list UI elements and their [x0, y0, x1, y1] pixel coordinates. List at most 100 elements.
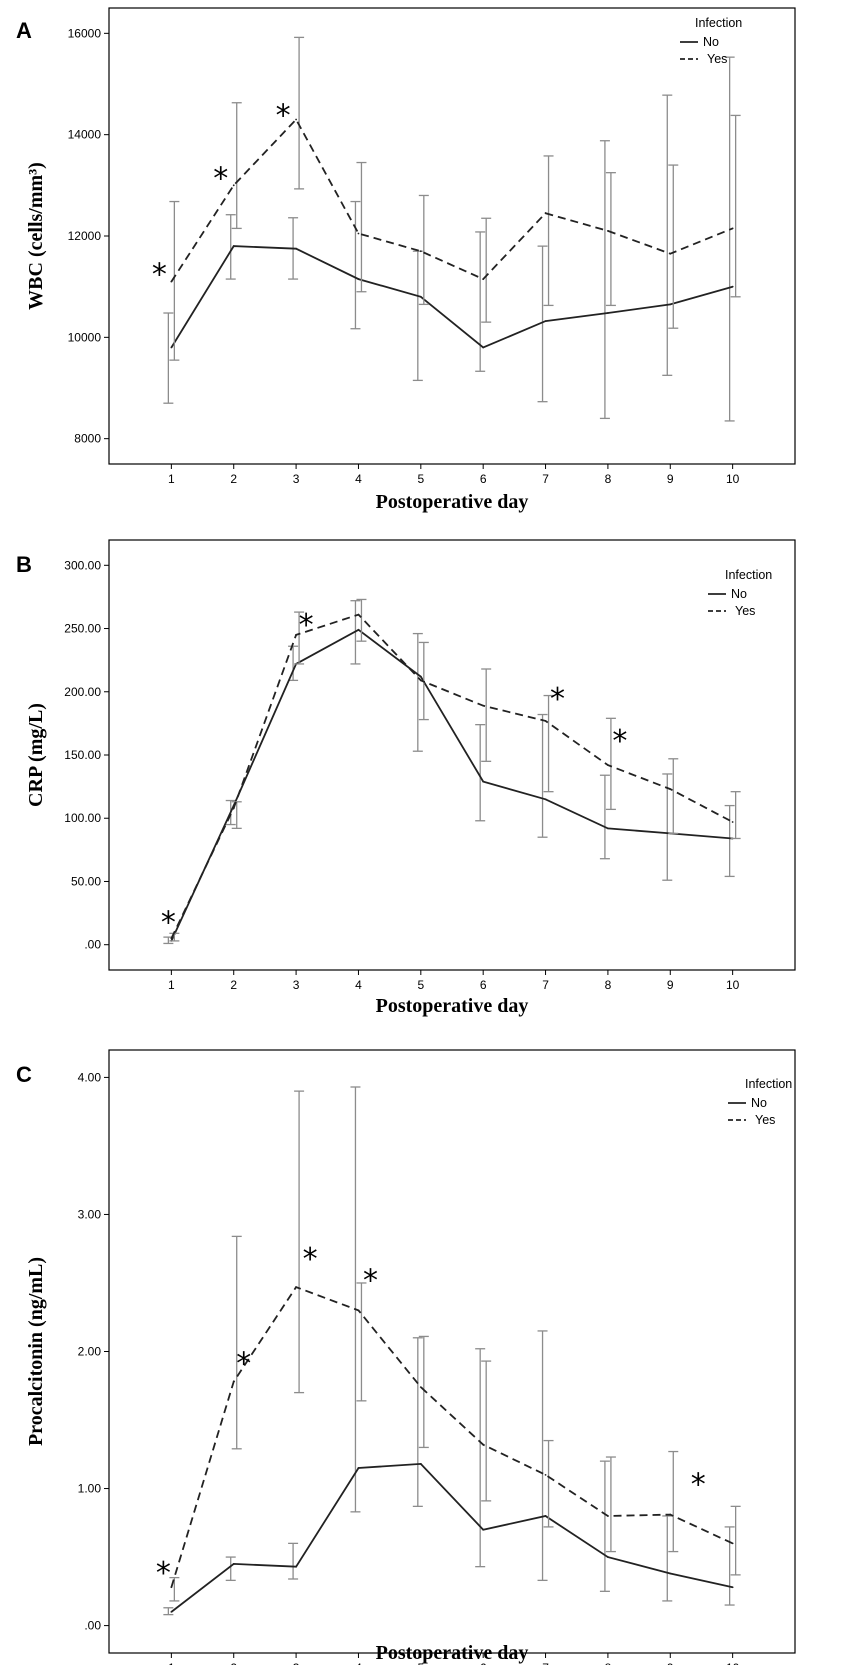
series-no: [163, 56, 735, 422]
data-point: [232, 1563, 235, 1565]
legend-label: No: [703, 35, 719, 49]
error-bar: [724, 56, 735, 422]
error-bar: [543, 155, 554, 307]
x-tick-label: 7: [542, 1661, 549, 1665]
plot-frame: [108, 539, 796, 971]
series-yes-line: [170, 117, 733, 283]
y-tick-label: 12000: [68, 229, 102, 243]
y-tick-label: 200.00: [64, 685, 101, 699]
significance-marker: *: [236, 1347, 251, 1382]
data-point: [357, 1467, 360, 1469]
error-bar: [605, 172, 616, 307]
error-bar: [605, 717, 616, 811]
y-axis-title: WBC (cells/mm³): [25, 162, 47, 310]
y-tick-label: 300.00: [64, 558, 101, 572]
data-point: [170, 346, 173, 349]
x-axis-title: Postoperative day: [376, 1642, 529, 1664]
error-bar: [475, 723, 486, 822]
significance-marker: *: [213, 161, 228, 196]
error-bar: [668, 1450, 679, 1553]
x-tick-label: 2: [230, 1661, 237, 1665]
x-tick-label: 6: [480, 978, 487, 992]
data-point: [731, 285, 734, 288]
error-bar: [225, 214, 236, 280]
data-point: [731, 227, 734, 230]
x-tick-label: 4: [355, 1661, 362, 1665]
error-bar: [724, 804, 735, 878]
error-bar: [356, 598, 367, 642]
y-tick-label: 4.00: [78, 1070, 102, 1084]
data-point: [544, 212, 547, 215]
y-tick-label: .00: [84, 1619, 101, 1633]
error-bar: [412, 632, 423, 752]
error-bar: [724, 1526, 735, 1606]
x-tick-label: 8: [605, 978, 612, 992]
x-tick-label: 10: [726, 1661, 740, 1665]
data-point: [544, 798, 547, 801]
x-tick-label: 3: [293, 472, 300, 486]
x-tick-label: 10: [726, 472, 740, 486]
legend: Infection No Yes: [728, 1077, 792, 1127]
data-point: [170, 1586, 173, 1589]
error-bar: [356, 161, 367, 293]
x-tick-label: 1: [168, 1661, 175, 1665]
data-point: [232, 184, 235, 187]
data-point: [295, 1286, 297, 1288]
error-bar: [418, 1335, 429, 1449]
error-bar: [599, 774, 610, 860]
error-bar: [231, 102, 242, 230]
data-point: [607, 230, 609, 232]
data-point: [357, 628, 360, 631]
error-bar: [412, 1337, 423, 1508]
error-bar: [730, 1505, 741, 1576]
legend: Infection No Yes: [708, 568, 772, 618]
data-point: [295, 247, 297, 250]
series-yes: [169, 598, 741, 942]
data-point: [419, 679, 422, 682]
x-tick-label: 4: [355, 978, 362, 992]
data-point: [232, 1380, 235, 1383]
error-bar: [599, 140, 610, 420]
error-bar: [294, 1090, 305, 1394]
data-point: [170, 280, 173, 283]
error-bar: [730, 791, 741, 840]
x-tick-label: 3: [293, 1661, 300, 1665]
error-bar: [481, 217, 492, 323]
significance-marker: *: [363, 1263, 378, 1298]
significance-marker: *: [156, 1556, 171, 1591]
data-point: [669, 252, 672, 255]
error-bar: [475, 231, 486, 372]
plot-frame: [108, 1049, 796, 1654]
error-bar: [481, 668, 492, 762]
data-point: [544, 1473, 547, 1476]
data-point: [544, 719, 547, 722]
legend-label: Yes: [707, 52, 727, 66]
legend: Infection No Yes: [680, 16, 742, 66]
legend-label: No: [731, 587, 747, 601]
legend-title: Infection: [745, 1077, 792, 1091]
x-axis-title: Postoperative day: [376, 491, 529, 513]
error-bar: [163, 1607, 174, 1616]
data-point: [357, 1309, 360, 1312]
plot-frame: [108, 7, 796, 465]
error-bar: [599, 1460, 610, 1592]
x-tick-label: 9: [667, 978, 674, 992]
x-tick-label: 6: [480, 472, 487, 486]
data-point: [669, 1572, 672, 1575]
significance-marker: *: [691, 1468, 706, 1503]
error-bar: [543, 1439, 554, 1528]
data-point: [669, 788, 672, 791]
panel-letter: B: [16, 552, 32, 577]
x-tick-label: 7: [542, 472, 549, 486]
y-tick-label: 10000: [68, 330, 102, 344]
series-yes-line: [170, 1286, 733, 1588]
x-tick-label: 2: [230, 472, 237, 486]
series-no: [163, 1086, 735, 1616]
error-bar: [730, 114, 741, 298]
x-tick-label: 5: [417, 978, 424, 992]
data-point: [607, 1556, 609, 1558]
series-yes: [169, 36, 741, 361]
series-yes: [169, 1090, 741, 1602]
x-tick-label: 9: [667, 472, 674, 486]
data-point: [170, 1610, 173, 1613]
